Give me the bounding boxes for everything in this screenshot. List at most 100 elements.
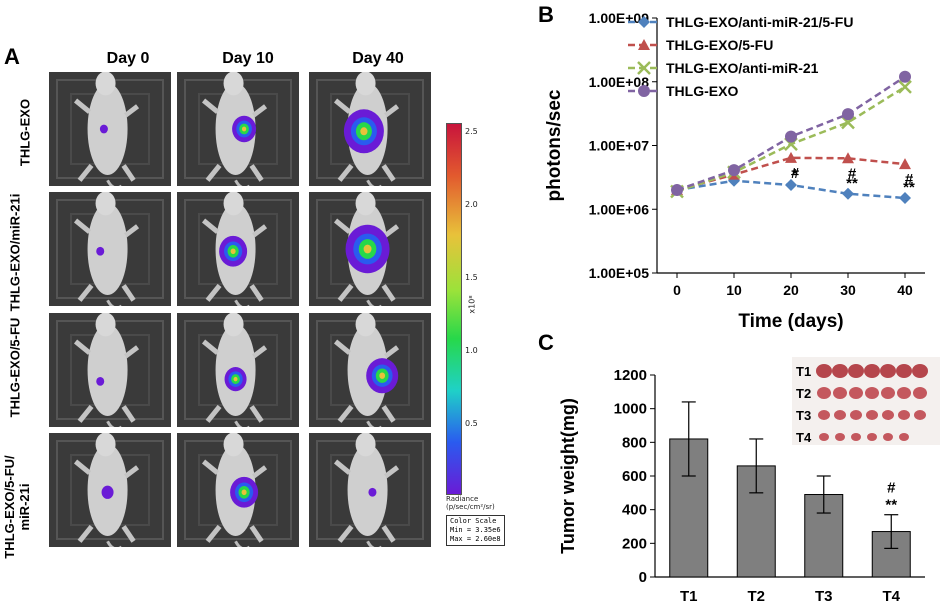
y-tick-label: 200 xyxy=(622,535,647,552)
bioluminescence-signal xyxy=(241,126,247,132)
inset-label-T1: T1 xyxy=(796,364,811,379)
line-chart-photons: 1.00E+051.00E+061.00E+071.00E+081.00E+09… xyxy=(544,10,925,332)
panel-b-label: B xyxy=(538,2,554,27)
mouse-leg xyxy=(337,404,354,423)
mouse-leg xyxy=(249,525,264,543)
mouse-leg xyxy=(124,104,140,118)
mouse-leg xyxy=(333,459,352,475)
x-tick-label-T1: T1 xyxy=(680,588,698,605)
row-label-5fu-mir21i: THLG-EXO/5-FU/ miR-21i xyxy=(2,455,32,559)
x-tick-label: 30 xyxy=(840,282,856,298)
mouse-image-r2-c2 xyxy=(177,192,299,306)
tumor-sample xyxy=(851,433,861,441)
x-tick-label-T4: T4 xyxy=(882,588,900,605)
y-tick-label: 1.00E+07 xyxy=(589,138,650,154)
tumor-sample xyxy=(864,364,880,378)
bioluminescence-signal xyxy=(101,485,114,499)
data-point-s2-2 xyxy=(785,151,797,163)
mouse-image-r4-c2 xyxy=(177,433,299,547)
row-label-5fu: THLG-EXO/5-FU xyxy=(7,317,23,418)
y-tick-label: 1.00E+05 xyxy=(589,265,650,281)
mouse-head xyxy=(223,433,244,457)
tumor-sample xyxy=(817,387,831,399)
mouse-photo xyxy=(316,72,424,186)
panel-a-label: A xyxy=(4,44,20,69)
tumor-sample xyxy=(912,364,928,378)
mouse-tail xyxy=(234,179,250,186)
mouse-leg xyxy=(73,339,92,355)
mouse-photo xyxy=(56,313,164,427)
mouse-leg xyxy=(205,163,222,182)
color-scale-legend: Color Scale Min = 3.35e6 Max = 2.60e8 xyxy=(446,515,505,546)
data-point-s4-4 xyxy=(899,70,911,83)
tumor-sample xyxy=(834,410,846,420)
tumor-sample xyxy=(898,410,910,420)
mouse-leg xyxy=(252,224,268,238)
y-tick-label: 600 xyxy=(622,468,647,485)
mouse-photo xyxy=(184,192,292,306)
mouse-leg xyxy=(121,284,136,302)
inset-label-T2: T2 xyxy=(796,386,811,401)
mouse-leg xyxy=(337,163,354,182)
data-point-s1-4 xyxy=(899,192,911,205)
mouse-image-r1-c1 xyxy=(49,72,171,186)
data-point-s3-4 xyxy=(898,80,912,94)
mouse-image-r1-c2 xyxy=(177,72,299,186)
day-label-10: Day 10 xyxy=(222,50,274,67)
day-label-0: Day 0 xyxy=(106,50,150,67)
bioluminescence-signal xyxy=(99,124,108,134)
mouse-head xyxy=(95,192,116,216)
bioluminescence-signal xyxy=(363,244,372,254)
mouse-head xyxy=(223,192,244,216)
mouse-leg xyxy=(124,345,140,359)
mouse-photo xyxy=(316,313,424,427)
mouse-photo xyxy=(184,72,292,186)
mouse-photo xyxy=(184,433,292,547)
mouse-leg xyxy=(124,465,140,479)
mouse-tail xyxy=(366,179,382,186)
tumor-sample xyxy=(897,387,911,399)
bioluminescence-signal xyxy=(233,376,238,382)
colorbar-unit: Radiance (p/sec/cm²/sr) xyxy=(446,495,495,511)
y-tick-label: 400 xyxy=(622,502,647,519)
data-point-s4-0 xyxy=(671,184,683,197)
bioluminescence-signal xyxy=(379,372,386,379)
tumor-sample xyxy=(867,433,877,441)
mouse-leg xyxy=(73,459,92,475)
x-tick-label-T2: T2 xyxy=(747,588,765,605)
mouse-leg xyxy=(333,218,352,234)
bioluminescence-signal xyxy=(241,489,247,496)
mouse-leg xyxy=(337,524,354,543)
colorbar-tick-0-5: 0.5 xyxy=(465,419,478,428)
y-tick-label: 1.00E+06 xyxy=(589,201,650,217)
data-point-s4-3 xyxy=(842,108,854,121)
tumor-sample xyxy=(882,410,894,420)
mouse-image-r3-c2 xyxy=(177,313,299,427)
mouse-head xyxy=(355,433,376,457)
tumor-sample xyxy=(866,410,878,420)
significance-star: ** xyxy=(885,497,897,514)
legend-marker-2 xyxy=(638,39,650,50)
tumor-sample xyxy=(881,387,895,399)
mouse-tail xyxy=(366,420,382,427)
tumor-sample xyxy=(819,433,829,441)
legend-label-1: THLG-EXO/anti-miR-21/5-FU xyxy=(666,14,853,30)
mouse-image-r2-c1 xyxy=(49,192,171,306)
mouse-image-r2-c3 xyxy=(309,192,431,306)
tumor-sample xyxy=(850,410,862,420)
tumor-sample xyxy=(832,364,848,378)
mouse-leg xyxy=(205,524,222,543)
mouse-head xyxy=(95,433,116,457)
mouse-leg xyxy=(337,283,354,302)
tumor-sample xyxy=(849,387,863,399)
mouse-image-r3-c1 xyxy=(49,313,171,427)
legend-label-2: THLG-EXO/5-FU xyxy=(666,37,773,53)
y-axis-title: Tumor weight(mg) xyxy=(558,398,578,554)
x-tick-label: 10 xyxy=(726,282,742,298)
mouse-photo xyxy=(316,192,424,306)
marker-stroke xyxy=(637,61,651,75)
colorbar-unit-line1: Radiance xyxy=(446,495,479,503)
mouse-image-r3-c3 xyxy=(309,313,431,427)
inset-label-T4: T4 xyxy=(796,430,812,445)
